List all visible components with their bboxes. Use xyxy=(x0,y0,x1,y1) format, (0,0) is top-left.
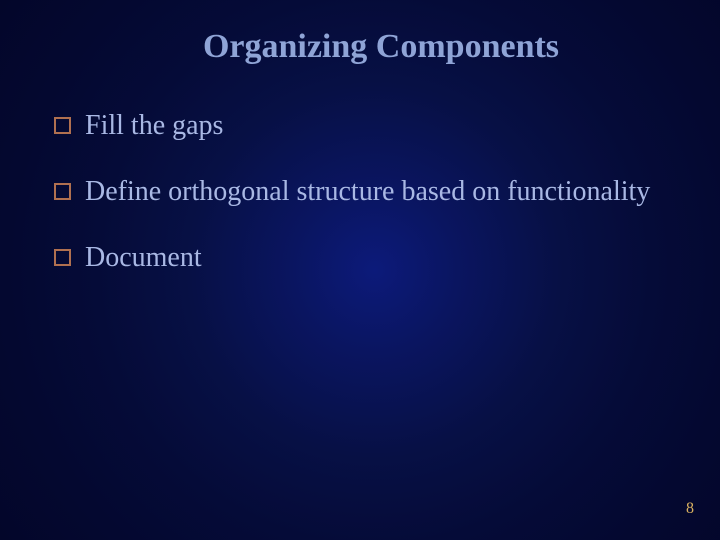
checkbox-icon xyxy=(54,117,71,134)
page-number: 8 xyxy=(686,500,694,518)
list-item: Document xyxy=(54,242,666,274)
slide: Organizing Components Fill the gaps Defi… xyxy=(0,0,720,540)
bullet-list: Fill the gaps Define orthogonal structur… xyxy=(54,110,666,275)
checkbox-icon xyxy=(54,249,71,266)
list-item: Define orthogonal structure based on fun… xyxy=(54,176,666,208)
slide-title: Organizing Components xyxy=(96,28,666,66)
checkbox-icon xyxy=(54,183,71,200)
bullet-text: Fill the gaps xyxy=(85,110,223,142)
bullet-text: Define orthogonal structure based on fun… xyxy=(85,176,650,208)
bullet-text: Document xyxy=(85,242,202,274)
list-item: Fill the gaps xyxy=(54,110,666,142)
